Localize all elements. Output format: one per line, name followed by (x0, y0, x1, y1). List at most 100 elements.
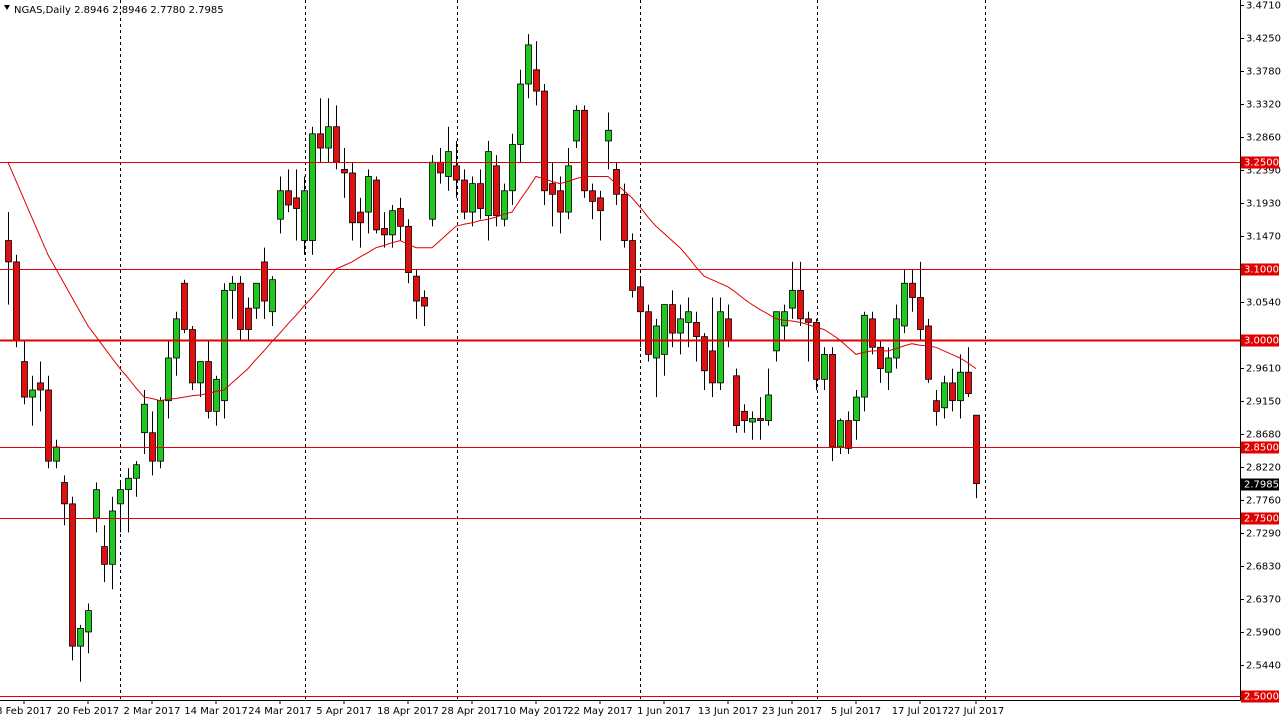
candle-body (549, 183, 556, 195)
x-tick-label: 13 Jun 2017 (698, 706, 758, 717)
candle-body (621, 193, 628, 241)
y-tick-label: 2.9610 (1246, 364, 1281, 375)
candle-body (517, 83, 524, 145)
candle-body (957, 371, 964, 402)
level-label: 2.5000 (1244, 692, 1279, 703)
candle-body (677, 318, 684, 334)
level-label: 2.8500 (1244, 443, 1279, 454)
candle-body (453, 165, 460, 181)
candle-body (421, 297, 428, 307)
level-label-bg (1241, 156, 1279, 169)
candle-body (853, 396, 860, 421)
candle-body (357, 211, 364, 224)
candle-body (381, 228, 388, 236)
candle-body (597, 197, 604, 212)
candle-body (389, 210, 396, 236)
y-tick-label: 3.4710 (1246, 1, 1281, 12)
y-tick-label: 2.8680 (1246, 430, 1281, 441)
candle-body (205, 361, 212, 412)
candle-body (637, 286, 644, 313)
y-tick-label: 3.2860 (1246, 133, 1281, 144)
level-label-bg (1241, 441, 1279, 454)
candle-body (725, 318, 732, 341)
candle-body (21, 361, 28, 398)
y-tick-label: 3.3780 (1246, 67, 1281, 78)
candle-body (237, 282, 244, 330)
candle-body (749, 418, 756, 423)
header-icon (4, 5, 10, 10)
candle-body (789, 289, 796, 309)
candle-body (309, 133, 316, 241)
x-tick-label: 22 May 2017 (567, 706, 632, 717)
candle-body (941, 382, 948, 409)
candle-body (293, 197, 300, 209)
candle-body (829, 354, 836, 448)
candle-body (861, 314, 868, 398)
level-label-bg (1241, 263, 1279, 276)
x-tick-label: 14 Mar 2017 (184, 706, 247, 717)
candle-body (949, 382, 956, 402)
candle-body (661, 304, 668, 355)
x-tick-label: 27 Jul 2017 (948, 706, 1005, 717)
x-tick-label: 8 Feb 2017 (0, 706, 52, 717)
candle-body (485, 151, 492, 217)
candle-body (869, 318, 876, 348)
candle-body (685, 311, 692, 323)
candle-body (781, 311, 788, 327)
candle-body (245, 307, 252, 330)
candle-body (13, 261, 20, 341)
candle-body (477, 183, 484, 209)
candle-body (93, 489, 100, 519)
candle-body (813, 321, 820, 380)
candle-body (669, 304, 676, 334)
candle-body (261, 261, 268, 302)
y-tick-label: 2.6370 (1246, 595, 1281, 606)
y-tick-label: 2.9150 (1246, 397, 1281, 408)
candle-body (797, 289, 804, 320)
candle-body (85, 610, 92, 633)
candle-body (325, 126, 332, 149)
candle-body (397, 208, 404, 227)
x-tick-label: 20 Feb 2017 (57, 706, 119, 717)
level-label-bg (1241, 690, 1279, 703)
candle-body (573, 109, 580, 142)
y-tick-label: 3.0540 (1246, 298, 1281, 309)
y-tick-label: 2.6830 (1246, 562, 1281, 573)
candle-body (5, 240, 12, 263)
candle-body (445, 151, 452, 177)
x-tick-label: 18 Apr 2017 (377, 706, 439, 717)
candle-body (733, 375, 740, 426)
y-tick-label: 2.7290 (1246, 529, 1281, 540)
chart-title: NGAS,Daily 2.8946 2.8946 2.7780 2.7985 (14, 5, 224, 16)
x-tick-label: 5 Jul 2017 (831, 706, 881, 717)
level-label: 3.1000 (1244, 265, 1279, 276)
candle-body (509, 144, 516, 192)
candle-body (645, 311, 652, 355)
candle-body (773, 311, 780, 352)
candle-body (77, 627, 84, 647)
candle-body (501, 190, 508, 220)
candle-body (141, 403, 148, 434)
candle-body (269, 279, 276, 313)
candle-body (653, 325, 660, 359)
candle-body (525, 44, 532, 85)
candle-body (45, 389, 52, 462)
y-tick-label: 3.4250 (1246, 34, 1281, 45)
candle-body (805, 318, 812, 323)
candle-body (589, 190, 596, 202)
last-price-bg (1241, 478, 1279, 491)
candle-body (197, 361, 204, 384)
candle-body (413, 275, 420, 302)
candle-body (901, 282, 908, 327)
candle-body (165, 357, 172, 402)
moving-average (7, 162, 977, 402)
candle-body (181, 282, 188, 330)
candle-body (837, 420, 844, 448)
candle-body (157, 400, 164, 462)
candle-body (229, 282, 236, 291)
y-tick-label: 3.1930 (1246, 199, 1281, 210)
candle-body (365, 176, 372, 213)
candle-body (973, 414, 980, 484)
candle-body (693, 321, 700, 338)
candle-body (493, 165, 500, 217)
